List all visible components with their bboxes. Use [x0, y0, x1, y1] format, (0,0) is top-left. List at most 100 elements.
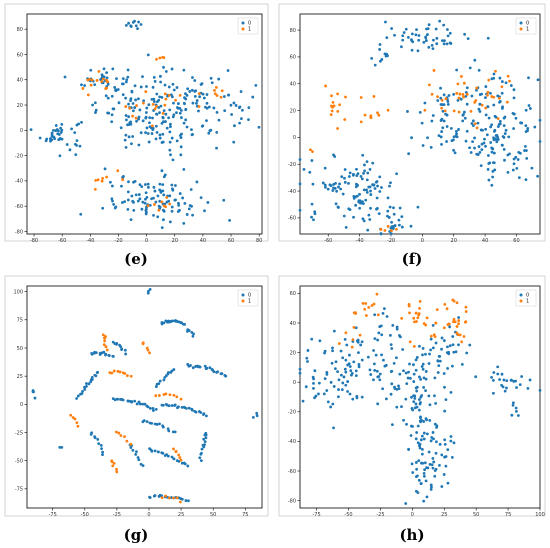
point-class-0: [389, 343, 393, 346]
point-class-0: [378, 48, 381, 51]
point-class-0: [58, 446, 62, 449]
point-class-0: [536, 78, 540, 82]
point-class-0: [87, 382, 91, 386]
point-class-0: [496, 365, 500, 369]
x-tick-label: 20: [451, 238, 457, 244]
point-class-0: [442, 42, 446, 46]
point-class-0: [431, 346, 435, 350]
point-class-0: [142, 419, 146, 422]
point-class-0: [419, 415, 422, 419]
point-class-1: [162, 56, 166, 60]
point-class-0: [418, 444, 421, 448]
point-class-1: [110, 460, 114, 464]
point-class-1: [506, 74, 510, 78]
point-class-0: [482, 141, 486, 145]
point-class-0: [90, 376, 94, 379]
point-class-1: [129, 374, 133, 378]
point-class-0: [443, 455, 446, 459]
legend: 01: [237, 289, 259, 307]
point-class-0: [121, 77, 125, 80]
point-class-0: [434, 451, 438, 455]
point-class-0: [298, 182, 302, 186]
point-class-0: [164, 120, 167, 123]
point-class-0: [421, 362, 425, 366]
point-class-0: [109, 180, 112, 184]
point-class-0: [169, 370, 173, 374]
point-class-1: [174, 98, 177, 102]
point-class-0: [439, 103, 443, 106]
point-class-0: [198, 365, 202, 369]
point-class-0: [83, 387, 87, 391]
point-class-0: [106, 111, 110, 115]
point-class-0: [168, 140, 172, 144]
point-class-1: [175, 395, 179, 399]
point-class-1: [462, 95, 465, 99]
point-class-0: [380, 333, 384, 337]
point-class-1: [412, 316, 416, 320]
point-class-0: [191, 334, 195, 338]
point-class-1: [367, 305, 371, 309]
legend-label: 0: [248, 293, 251, 299]
point-class-0: [323, 183, 327, 187]
point-class-0: [410, 38, 413, 42]
point-class-0: [504, 128, 508, 132]
point-class-0: [487, 154, 490, 157]
point-class-0: [361, 153, 365, 157]
point-class-0: [144, 197, 147, 201]
point-class-0: [137, 193, 141, 196]
point-class-0: [107, 354, 111, 358]
point-class-0: [430, 485, 433, 489]
point-class-0: [369, 206, 372, 210]
point-class-0: [131, 21, 135, 24]
point-class-0: [406, 36, 410, 39]
point-class-0: [126, 208, 130, 211]
point-class-0: [428, 352, 431, 356]
point-class-0: [202, 437, 206, 441]
point-class-0: [389, 333, 392, 337]
point-class-0: [404, 502, 408, 505]
point-class-0: [417, 38, 421, 42]
point-class-0: [444, 464, 448, 468]
point-class-0: [502, 116, 506, 120]
point-class-0: [446, 481, 450, 485]
point-class-0: [478, 102, 482, 106]
point-class-0: [373, 63, 377, 67]
point-class-0: [493, 168, 497, 172]
point-class-0: [430, 119, 434, 123]
point-class-0: [123, 348, 127, 352]
point-class-0: [524, 108, 528, 112]
point-class-0: [473, 136, 476, 140]
point-class-0: [178, 106, 182, 110]
point-class-0: [190, 133, 194, 137]
point-class-0: [419, 401, 422, 404]
point-class-0: [110, 120, 114, 124]
point-class-1: [400, 317, 404, 320]
point-class-0: [520, 375, 524, 378]
point-class-0: [136, 199, 140, 203]
point-class-1: [155, 57, 158, 61]
point-class-0: [492, 371, 496, 374]
point-class-0: [306, 360, 309, 363]
point-class-0: [416, 491, 420, 495]
point-class-0: [415, 389, 419, 393]
point-class-0: [124, 146, 128, 149]
point-class-0: [89, 432, 93, 436]
point-class-0: [93, 101, 97, 105]
point-class-0: [427, 394, 431, 398]
point-class-0: [485, 133, 489, 137]
point-class-1: [440, 98, 444, 102]
point-class-0: [465, 129, 469, 133]
point-class-0: [503, 132, 507, 135]
point-class-0: [347, 207, 351, 211]
point-class-0: [150, 449, 154, 453]
point-class-0: [164, 374, 168, 378]
point-class-0: [193, 89, 197, 93]
point-class-0: [339, 187, 343, 191]
point-class-0: [33, 396, 37, 400]
point-class-0: [317, 392, 320, 396]
point-class-0: [340, 373, 343, 377]
point-class-0: [150, 421, 154, 425]
point-class-1: [383, 229, 387, 232]
